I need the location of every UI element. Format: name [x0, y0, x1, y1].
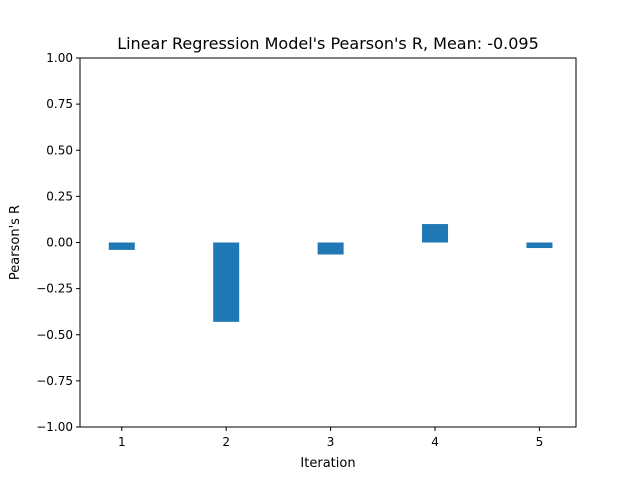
y-axis-label: Pearson's R [8, 205, 23, 280]
y-tick-label: 0.50 [46, 143, 73, 157]
x-tick-label: 3 [327, 435, 335, 449]
bar-iteration-1 [108, 242, 135, 250]
y-tick-label: −0.75 [36, 374, 73, 388]
y-tick-label: 1.00 [46, 51, 73, 65]
bar-iteration-2 [213, 242, 240, 322]
x-tick-label: 2 [222, 435, 230, 449]
y-tick-label: 0.25 [46, 189, 73, 203]
y-tick-label: −0.50 [36, 328, 73, 342]
bars-group [108, 224, 553, 322]
bar-iteration-3 [317, 242, 344, 255]
y-tick-label: −1.00 [36, 420, 73, 434]
x-tick-label: 5 [536, 435, 544, 449]
x-axis-label: Iteration [300, 456, 355, 471]
chart-title: Linear Regression Model's Pearson's R, M… [117, 34, 539, 53]
y-tick-label: 0.75 [46, 97, 73, 111]
x-tick-label: 4 [431, 435, 439, 449]
y-tick-label: 0.00 [46, 236, 73, 250]
x-tick-label: 1 [118, 435, 126, 449]
bar-iteration-4 [422, 224, 449, 243]
x-axis-ticks: 1 2 3 4 5 [118, 427, 543, 449]
y-tick-label: −0.25 [36, 282, 73, 296]
y-axis-ticks: −1.00 −0.75 −0.50 −0.25 0.00 0.25 0.50 0.75 1.00 [36, 51, 80, 434]
bar-iteration-5 [526, 242, 553, 249]
